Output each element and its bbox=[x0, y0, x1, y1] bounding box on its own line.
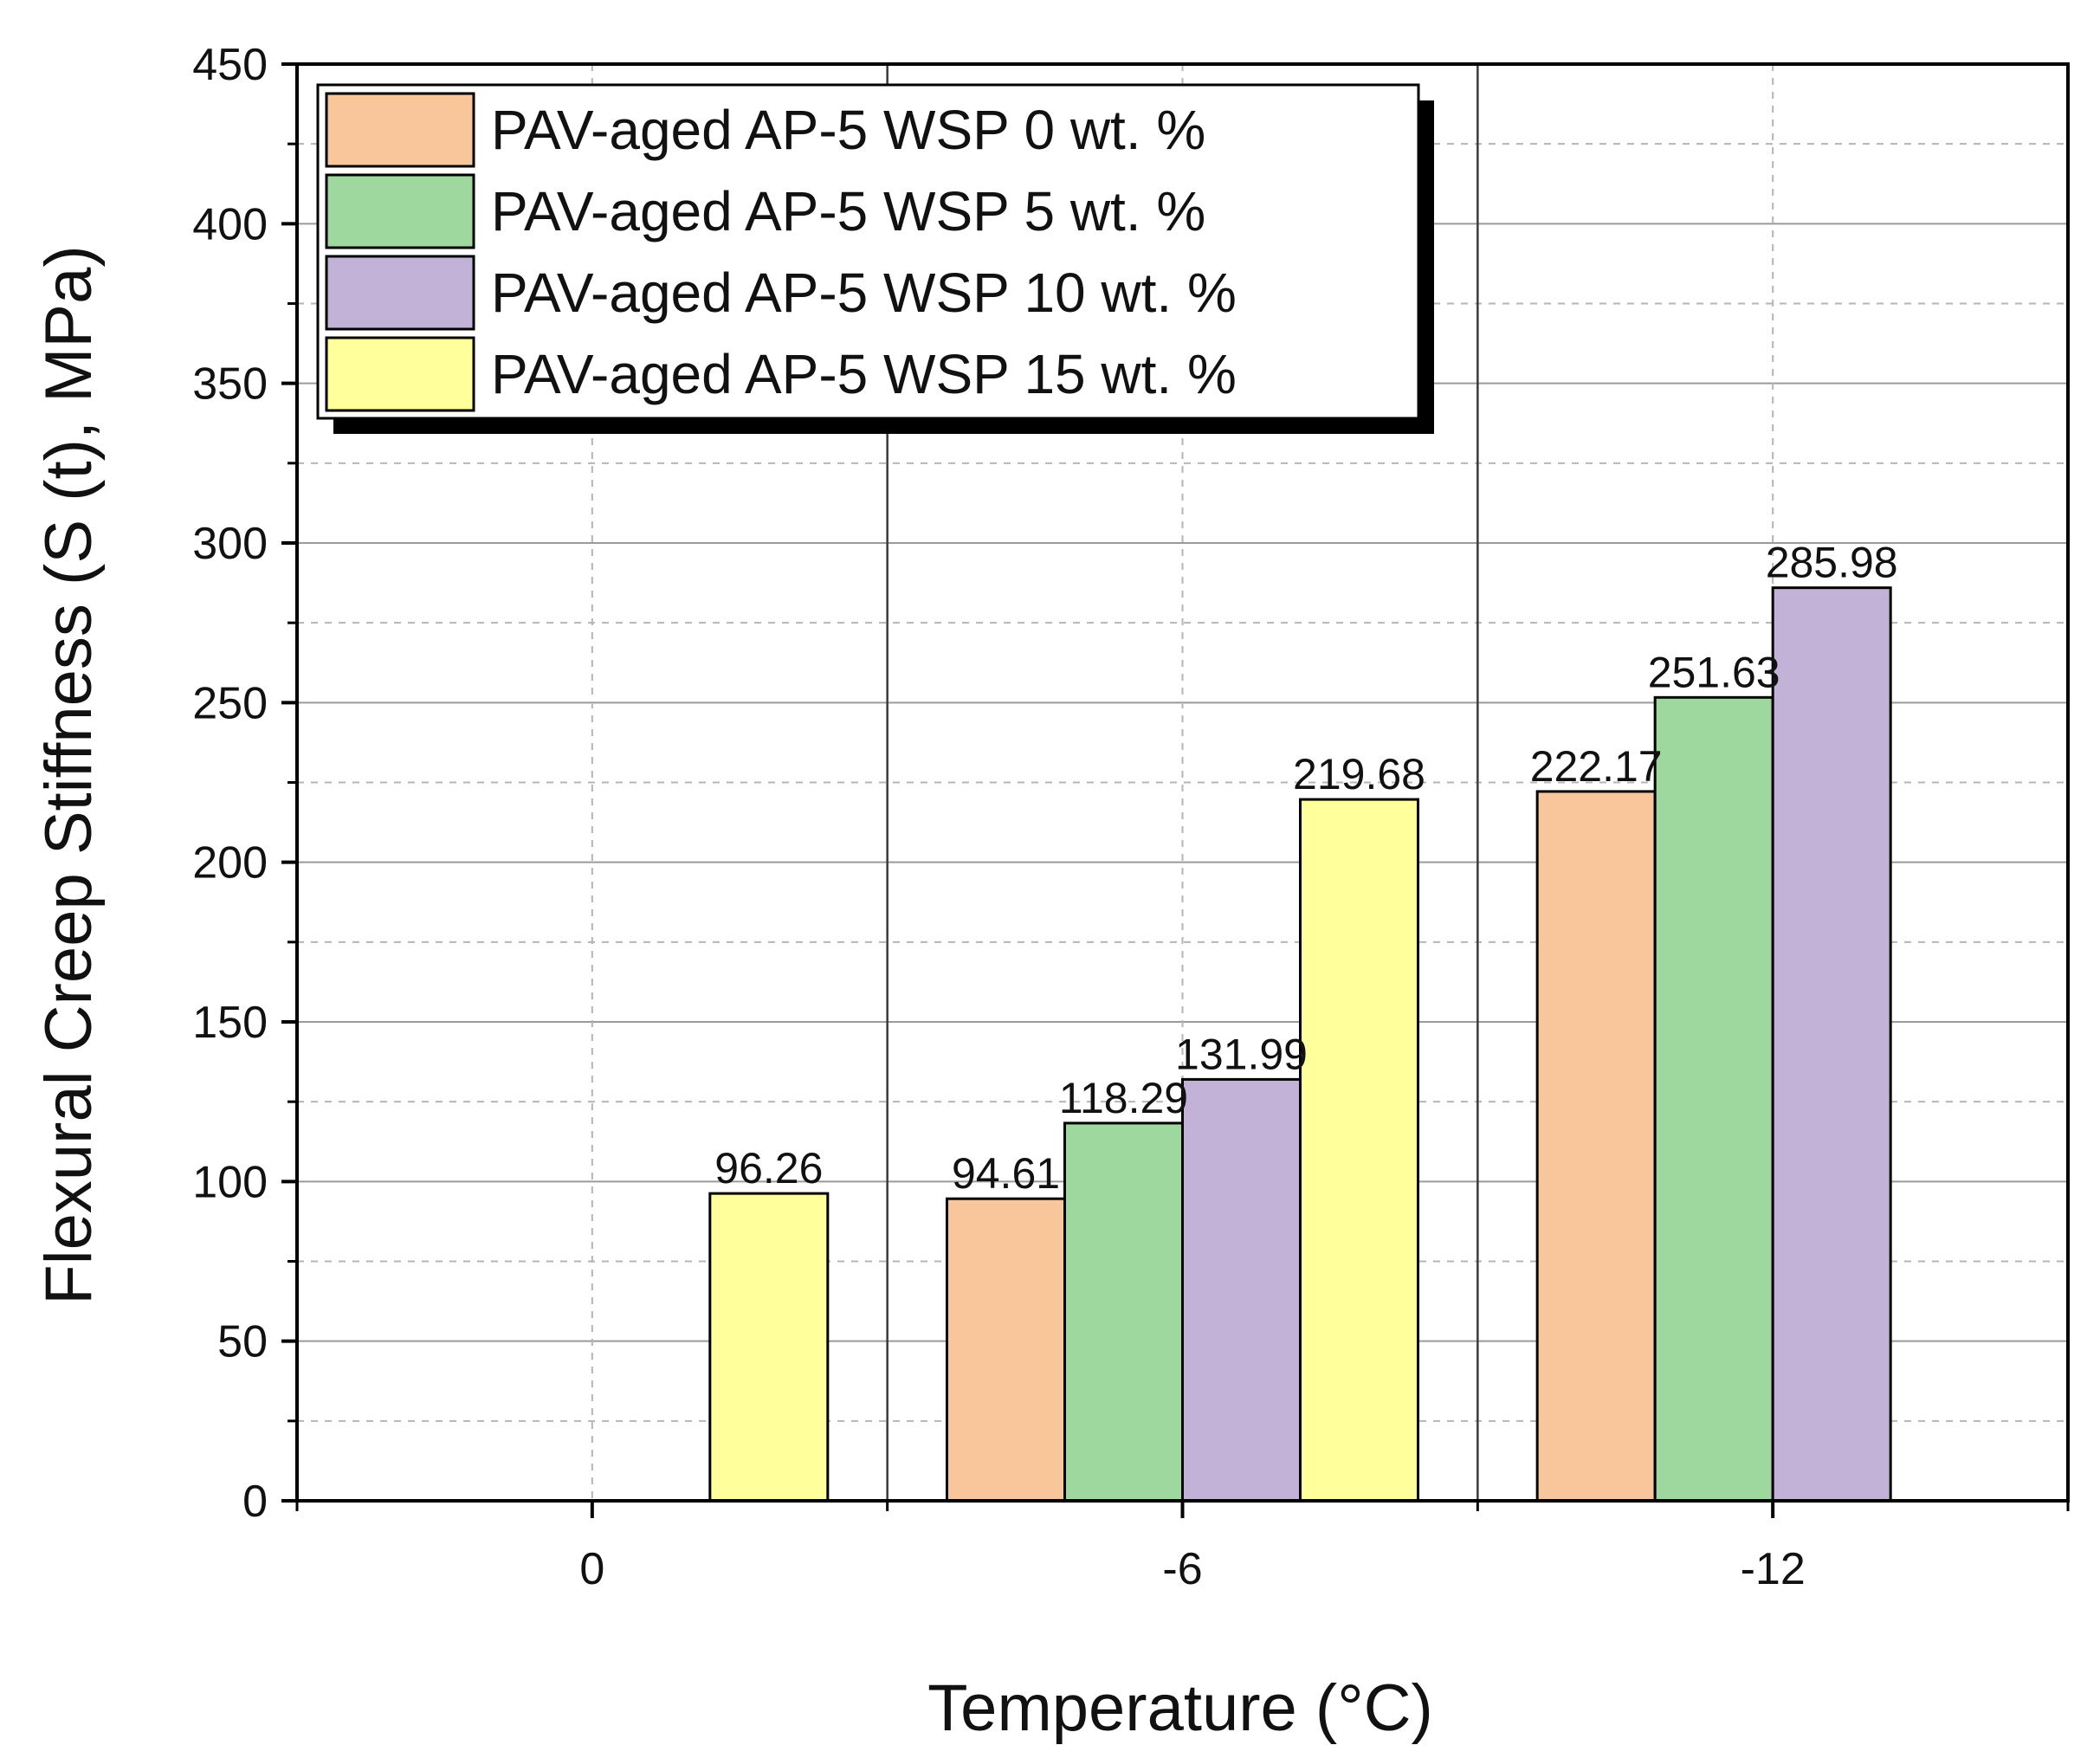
y-tick-label: 150 bbox=[192, 998, 268, 1048]
data-label: 118.29 bbox=[1059, 1074, 1188, 1122]
x-tick-label: -6 bbox=[1162, 1544, 1202, 1594]
data-labels: 94.61 222.17 118.29 251.63 131.99 285.98 96.26… bbox=[714, 539, 1897, 1199]
legend-swatch bbox=[325, 336, 475, 412]
y-tick-label: 50 bbox=[217, 1317, 268, 1367]
y-tick-label: 0 bbox=[242, 1477, 268, 1527]
x-tick-label: 0 bbox=[579, 1544, 604, 1594]
y-tick-label: 450 bbox=[192, 40, 268, 90]
legend: PAV-aged AP-5 WSP 0 wt. % PAV-aged AP-5 W… bbox=[316, 83, 1434, 434]
bar bbox=[946, 1197, 1066, 1503]
data-label: 94.61 bbox=[952, 1149, 1060, 1198]
bar bbox=[1535, 790, 1657, 1503]
legend-swatch bbox=[325, 173, 475, 249]
bars bbox=[708, 586, 1892, 1503]
data-label: 219.68 bbox=[1293, 750, 1425, 798]
bar bbox=[1299, 798, 1419, 1503]
data-label: 96.26 bbox=[714, 1144, 823, 1192]
y-tick-label: 400 bbox=[192, 199, 268, 249]
legend-swatch bbox=[325, 255, 475, 331]
y-tick-label: 250 bbox=[192, 678, 268, 728]
data-label: 131.99 bbox=[1175, 1030, 1308, 1078]
bar bbox=[708, 1192, 830, 1503]
data-label: 222.17 bbox=[1530, 742, 1663, 791]
legend-swatch bbox=[325, 92, 475, 168]
bar bbox=[1771, 586, 1892, 1503]
bar bbox=[1181, 1077, 1302, 1503]
y-axis-title: Flexural Creep Stiffness (S (t), MPa) bbox=[32, 245, 106, 1304]
legend-label: PAV-aged AP-5 WSP 0 wt. % bbox=[491, 99, 1205, 161]
data-label: 285.98 bbox=[1766, 539, 1898, 587]
bar bbox=[1653, 695, 1774, 1503]
y-tick-label: 200 bbox=[192, 838, 268, 889]
y-tick-label: 300 bbox=[192, 519, 268, 569]
axes: 0 50 100 150 200 250 300 350 400 450 0 -6 -12 bbox=[192, 40, 2070, 1594]
legend-label: PAV-aged AP-5 WSP 15 wt. % bbox=[491, 343, 1237, 405]
x-axis-title: Temperature (°C) bbox=[927, 1671, 1433, 1745]
y-tick-label: 100 bbox=[192, 1157, 268, 1207]
data-label: 251.63 bbox=[1648, 648, 1780, 696]
legend-label: PAV-aged AP-5 WSP 5 wt. % bbox=[491, 180, 1205, 242]
y-tick-label: 350 bbox=[192, 359, 268, 410]
x-tick-label: -12 bbox=[1741, 1544, 1806, 1594]
legend-box bbox=[316, 83, 1420, 420]
legend-label: PAV-aged AP-5 WSP 10 wt. % bbox=[491, 262, 1237, 324]
bar bbox=[1063, 1121, 1184, 1503]
